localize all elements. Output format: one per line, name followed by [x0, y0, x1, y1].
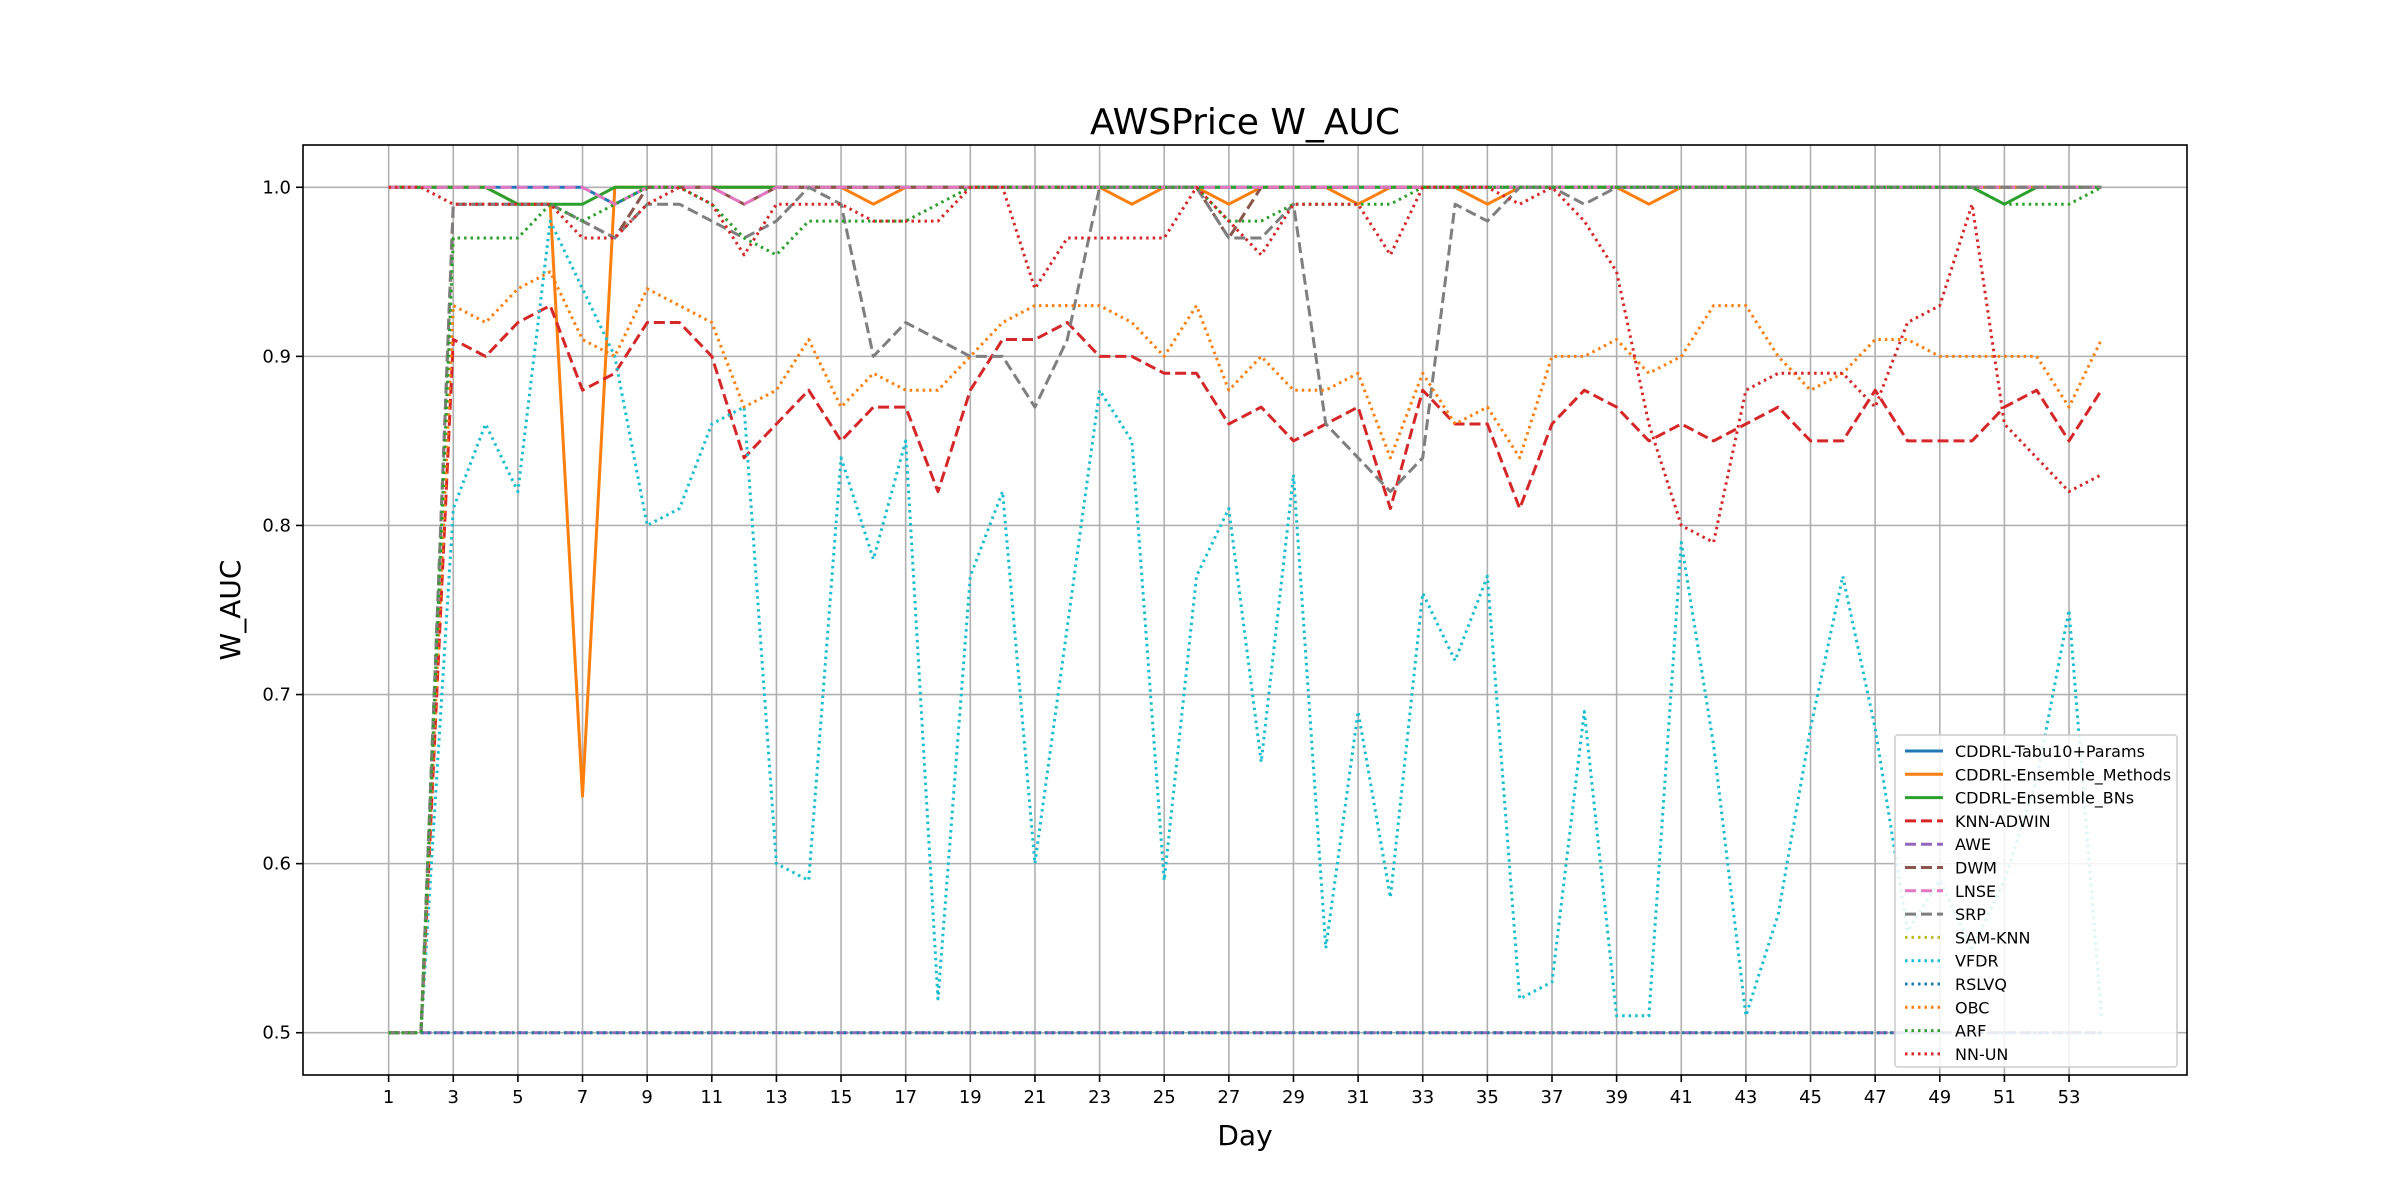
x-axis-ticks: 1 3 5 7 9 11 13 15 17 19 21 23 25 27 29 31 33 35 37 39 41 43 4… [383, 1075, 2081, 1108]
x-tick-label: 45 [1799, 1087, 1822, 1108]
x-tick-label: 43 [1734, 1087, 1757, 1108]
series-line-13 [388, 185, 2103, 544]
x-tick-label: 39 [1605, 1087, 1628, 1108]
legend-label: SRP [1955, 905, 1986, 924]
x-tick-label: 41 [1670, 1087, 1693, 1108]
legend-label: DWM [1955, 859, 1997, 878]
series-line-9 [388, 219, 2103, 1035]
x-tick-label: 19 [959, 1087, 982, 1108]
legend-label: SAM-KNN [1955, 928, 2030, 947]
x-tick-label: 23 [1088, 1087, 1111, 1108]
y-tick-label: 0.6 [262, 854, 291, 875]
x-tick-label: 49 [1928, 1087, 1951, 1108]
x-axis-title: Day [1217, 1119, 1272, 1152]
y-tick-label: 0.5 [262, 1023, 291, 1044]
legend-label: KNN-ADWIN [1955, 812, 2051, 831]
x-tick-label: 3 [448, 1087, 459, 1108]
x-tick-label: 1 [383, 1087, 394, 1108]
x-tick-label: 37 [1541, 1087, 1564, 1108]
legend-label: RSLVQ [1955, 975, 2007, 994]
legend-label: OBC [1955, 998, 1989, 1017]
x-tick-label: 27 [1217, 1087, 1240, 1108]
x-tick-label: 15 [830, 1087, 853, 1108]
x-tick-label: 25 [1153, 1087, 1176, 1108]
series-line-3 [388, 304, 2103, 1035]
x-tick-label: 5 [512, 1087, 523, 1108]
x-tick-label: 9 [641, 1087, 652, 1108]
legend-label: AWE [1955, 835, 1991, 854]
x-tick-label: 35 [1476, 1087, 1499, 1108]
x-tick-label: 21 [1023, 1087, 1046, 1108]
x-tick-label: 31 [1347, 1087, 1370, 1108]
x-tick-label: 53 [2058, 1087, 2081, 1108]
y-tick-label: 1.0 [262, 177, 291, 198]
x-tick-label: 51 [1993, 1087, 2016, 1108]
y-tick-label: 0.8 [262, 515, 291, 536]
x-tick-label: 11 [700, 1087, 723, 1108]
legend-label: CDDRL-Tabu10+Params [1955, 742, 2145, 761]
x-tick-label: 13 [765, 1087, 788, 1108]
legend: CDDRL-Tabu10+Params CDDRL-Ensemble_Method… [1894, 734, 2178, 1068]
x-tick-label: 47 [1864, 1087, 1887, 1108]
series-layer [388, 185, 2103, 1035]
y-tick-label: 0.9 [262, 346, 291, 367]
y-tick-label: 0.7 [262, 685, 291, 706]
legend-label: NN-UN [1955, 1045, 2008, 1064]
series-line-7 [388, 185, 2102, 1035]
y-axis-ticks: 0.5 0.6 0.7 0.8 0.9 1.0 [262, 177, 303, 1044]
x-tick-label: 29 [1282, 1087, 1305, 1108]
x-tick-label: 17 [894, 1087, 917, 1108]
plot-frame [302, 144, 2188, 1076]
legend-label: VFDR [1955, 952, 1999, 971]
legend-label: ARF [1955, 1022, 1986, 1041]
chart-title: AWSPrice W_AUC [1090, 102, 1400, 143]
legend-label: CDDRL-Ensemble_BNs [1955, 789, 2134, 809]
y-axis-title: W_AUC [214, 560, 247, 661]
legend-label: CDDRL-Ensemble_Methods [1955, 765, 2171, 785]
x-tick-label: 7 [577, 1087, 588, 1108]
x-tick-label: 33 [1411, 1087, 1434, 1108]
legend-label: LNSE [1955, 882, 1996, 901]
legend-frame [1894, 734, 2178, 1068]
